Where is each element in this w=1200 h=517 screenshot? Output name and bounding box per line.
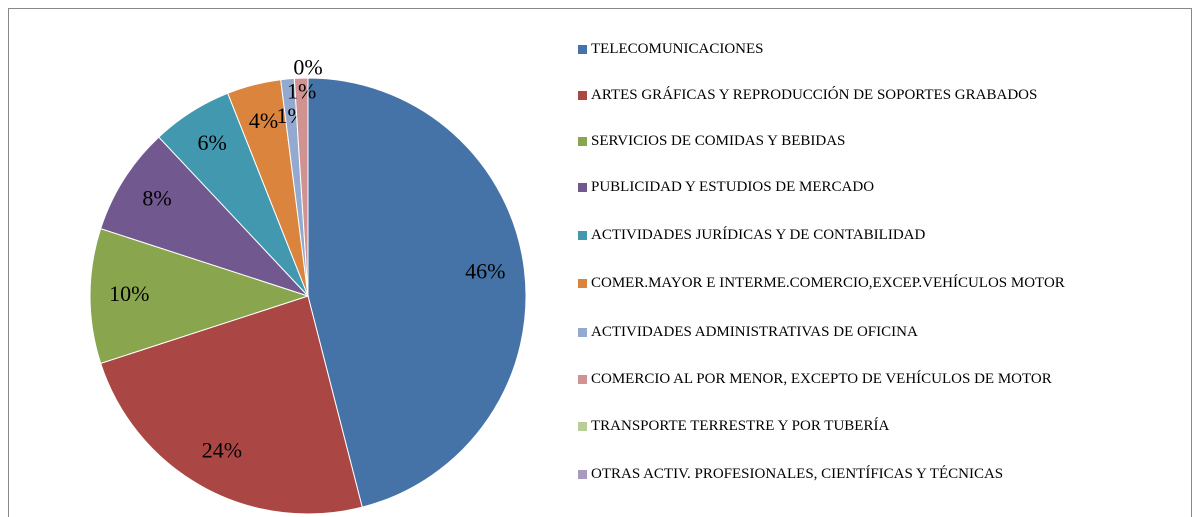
legend-item: OTRAS ACTIV. PROFESIONALES, CIENTÍFICAS … — [578, 465, 1166, 483]
legend-swatch — [578, 375, 587, 384]
legend-item: COMERCIO AL POR MENOR, EXCEPTO DE VEHÍCU… — [578, 370, 1166, 388]
legend-label: ACTIVIDADES ADMINISTRATIVAS DE OFICINA — [591, 324, 918, 340]
legend-swatch — [578, 328, 587, 337]
legend-swatch — [578, 183, 587, 192]
legend-item: PUBLICIDAD Y ESTUDIOS DE MERCADO — [578, 178, 1166, 196]
legend-label: SERVICIOS DE COMIDAS Y BEBIDAS — [591, 133, 846, 149]
legend-swatch — [578, 231, 587, 240]
legend-item: ACTIVIDADES JURÍDICAS Y DE CONTABILIDAD — [578, 226, 1166, 244]
data-label: 46% — [465, 259, 505, 284]
pie: 46%24%10%8%6%4%1%1%0% — [89, 54, 527, 515]
legend-label: TRANSPORTE TERRESTRE Y POR TUBERÍA — [591, 418, 890, 434]
legend-swatch — [578, 470, 587, 479]
legend-item: TELECOMUNICACIONES — [578, 40, 1166, 58]
legend-label: ACTIVIDADES JURÍDICAS Y DE CONTABILIDAD — [591, 227, 926, 243]
data-label: 1% — [287, 78, 316, 103]
legend-label: COMER.MAYOR E INTERME.COMERCIO,EXCEP.VEH… — [591, 275, 1065, 291]
data-label: 4% — [249, 108, 278, 133]
pie-slice — [100, 295, 363, 515]
legend-swatch — [578, 279, 587, 288]
legend-label: COMERCIO AL POR MENOR, EXCEPTO DE VEHÍCU… — [591, 371, 1052, 387]
pie-slice — [100, 136, 309, 297]
legend-label: PUBLICIDAD Y ESTUDIOS DE MERCADO — [591, 179, 875, 195]
legend-swatch — [578, 137, 587, 146]
data-label: 0% — [293, 54, 322, 79]
legend-label: ARTES GRÁFICAS Y REPRODUCCIÓN DE SOPORTE… — [591, 87, 1038, 103]
data-label: 10% — [109, 281, 149, 306]
legend-item: SERVICIOS DE COMIDAS Y BEBIDAS — [578, 132, 1166, 150]
legend-swatch — [578, 45, 587, 54]
legend-item: COMER.MAYOR E INTERME.COMERCIO,EXCEP.VEH… — [578, 274, 1166, 292]
pie-slice — [307, 77, 527, 508]
legend-item: TRANSPORTE TERRESTRE Y POR TUBERÍA — [578, 417, 1166, 435]
legend-label: OTRAS ACTIV. PROFESIONALES, CIENTÍFICAS … — [591, 466, 1004, 482]
pie-slice — [89, 228, 310, 364]
chart-border — [8, 8, 1192, 517]
legend-swatch — [578, 91, 587, 100]
legend-item: ARTES GRÁFICAS Y REPRODUCCIÓN DE SOPORTE… — [578, 86, 1166, 104]
data-label: 8% — [142, 185, 171, 210]
legend-item: ACTIVIDADES ADMINISTRATIVAS DE OFICINA — [578, 323, 1166, 341]
legend-label: TELECOMUNICACIONES — [591, 41, 764, 57]
data-label: 24% — [202, 438, 242, 463]
data-label: 6% — [198, 130, 227, 155]
legend-swatch — [578, 422, 587, 431]
